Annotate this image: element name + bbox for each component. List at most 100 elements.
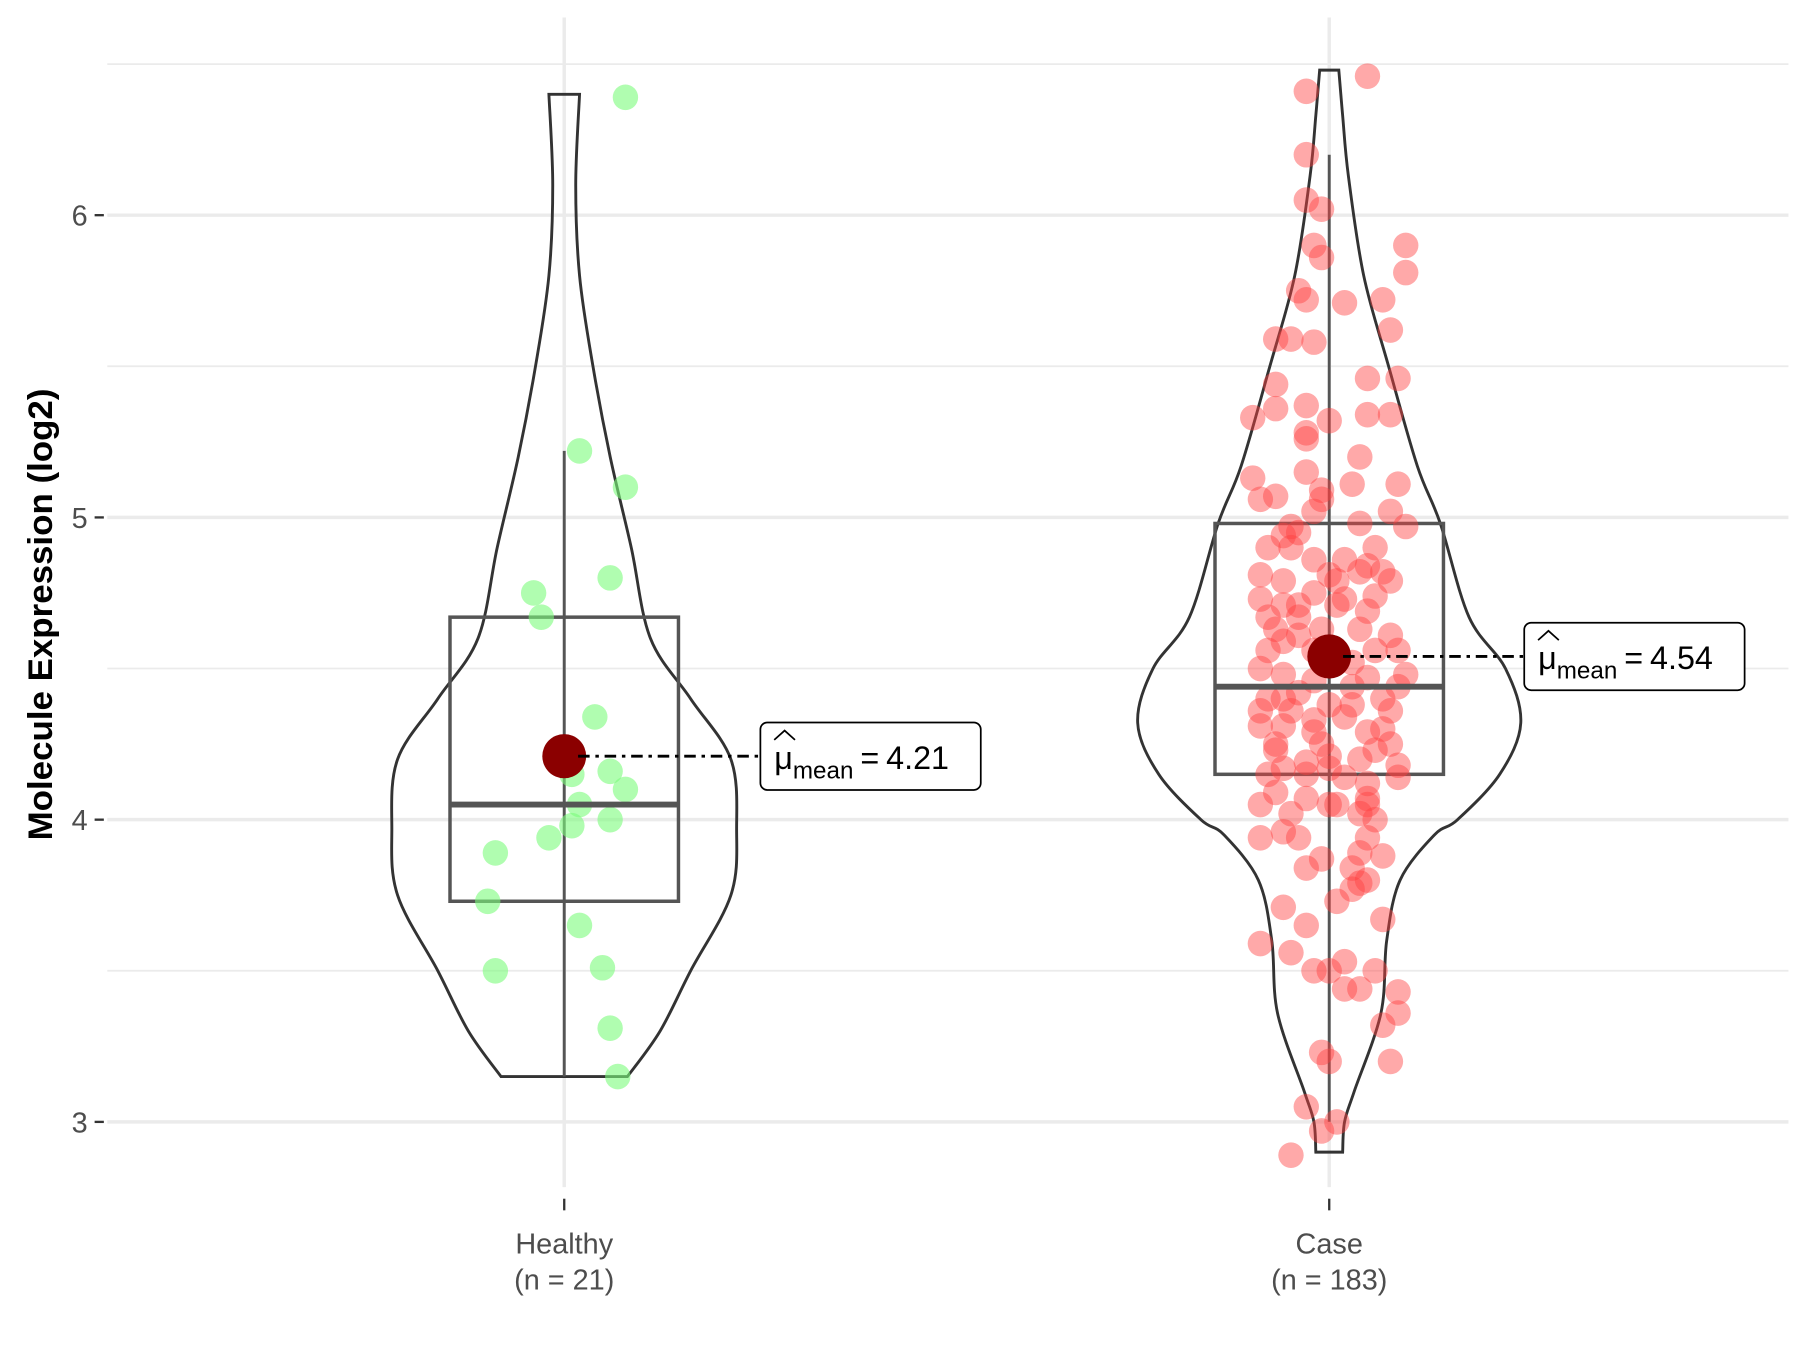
data-point (1293, 287, 1319, 313)
data-point (1247, 655, 1274, 682)
data-point (1270, 661, 1297, 688)
data-point (597, 758, 623, 785)
data-point (1270, 628, 1297, 655)
data-point (1377, 1048, 1404, 1075)
data-point (1293, 855, 1319, 881)
x-axis: Healthy (n = 21) Case (n = 183) (514, 1198, 1387, 1297)
data-point (1354, 867, 1381, 893)
data-point (1301, 707, 1327, 733)
data-point (1354, 770, 1381, 797)
data-point (1247, 486, 1274, 513)
data-point (1270, 592, 1297, 618)
data-point (1347, 616, 1373, 643)
data-point (1331, 704, 1358, 730)
data-point (1247, 930, 1274, 957)
data-point (559, 812, 585, 839)
data-point (1316, 1048, 1342, 1075)
data-point (1354, 552, 1381, 579)
data-point (1377, 568, 1404, 594)
data-point (1324, 791, 1350, 818)
mean-subscript: mean (793, 757, 854, 784)
group-healthy: μmean = 4.21 (390, 84, 982, 1090)
data-point (1331, 290, 1358, 316)
data-point (1247, 824, 1274, 851)
data-point (1285, 277, 1312, 304)
mean-value: 4.21 (886, 740, 949, 776)
data-point (1362, 583, 1388, 609)
hat-icon (1537, 629, 1560, 641)
data-point (1255, 761, 1281, 788)
data-point (528, 604, 554, 630)
hat-icon (773, 729, 796, 741)
data-point (1347, 800, 1373, 827)
data-point (1347, 976, 1373, 1002)
data-point (1370, 287, 1396, 313)
data-point (1255, 534, 1281, 561)
data-point (1370, 906, 1396, 933)
data-point (1278, 1142, 1304, 1168)
grid-lines (107, 17, 1789, 1188)
data-point (589, 954, 616, 981)
data-point (1316, 743, 1342, 769)
mean-symbol: μ (1538, 640, 1557, 676)
data-point (536, 824, 562, 851)
data-point (1293, 419, 1319, 446)
data-point (1278, 326, 1304, 352)
data-point (1377, 698, 1404, 724)
data-point (1324, 1109, 1350, 1135)
data-point (1331, 976, 1358, 1002)
data-point (1339, 855, 1365, 881)
data-point (1293, 785, 1319, 812)
data-point (1270, 894, 1297, 921)
data-point (1293, 459, 1319, 485)
data-point (1301, 957, 1327, 984)
data-point (1308, 196, 1335, 222)
data-point (1293, 392, 1319, 419)
data-point (1354, 401, 1381, 428)
data-point (1316, 755, 1342, 782)
data-point (1270, 755, 1297, 782)
data-point (1240, 404, 1266, 431)
data-point (482, 840, 509, 866)
data-point (1362, 534, 1388, 561)
data-point (1331, 764, 1358, 791)
data-point (597, 806, 623, 833)
data-point (1247, 698, 1274, 724)
data-point (1347, 510, 1373, 537)
violin-outline (1136, 68, 1523, 1154)
mean-label: μmean = 4.21 (774, 740, 949, 784)
data-point (1301, 232, 1327, 259)
data-point (1354, 785, 1381, 812)
data-point (1377, 498, 1404, 525)
data-point (1385, 471, 1411, 497)
data-point (1354, 598, 1381, 624)
data-point (1262, 731, 1289, 757)
data-point (1301, 580, 1327, 606)
data-point (1262, 395, 1289, 422)
data-point (1255, 685, 1281, 712)
y-tick-label: 5 (72, 503, 88, 535)
mean-equals: = (1624, 640, 1643, 676)
data-point (1262, 779, 1289, 806)
data-point (1308, 846, 1335, 872)
data-point (1316, 407, 1342, 434)
data-point (1278, 939, 1304, 966)
y-tick-label: 3 (72, 1107, 88, 1139)
data-point (1270, 685, 1297, 712)
data-point (1285, 622, 1312, 649)
data-point (1347, 444, 1373, 470)
data-point (612, 474, 639, 501)
data-point (1385, 764, 1411, 791)
data-point (1262, 326, 1289, 352)
data-point (597, 565, 623, 591)
data-point (1316, 562, 1342, 588)
x-tick-label: Case (1296, 1228, 1363, 1260)
data-point (1278, 534, 1304, 561)
data-point (520, 580, 547, 606)
data-point (1385, 1000, 1411, 1026)
data-point (1293, 1093, 1319, 1120)
mean-symbol: μ (774, 740, 793, 776)
data-point (1385, 365, 1411, 392)
